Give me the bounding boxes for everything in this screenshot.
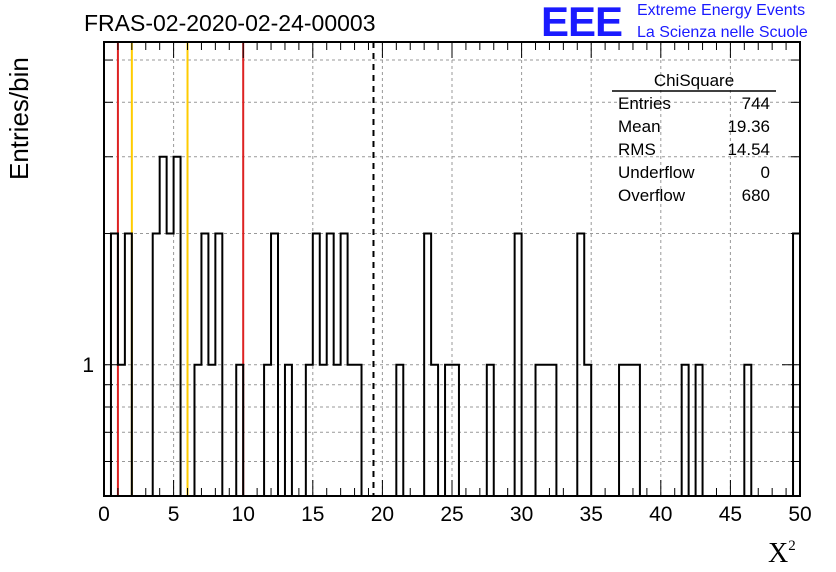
x-tick-label: 40 (649, 503, 672, 526)
x-tick-label: 30 (510, 503, 533, 526)
stats-row-value: 0 (761, 163, 770, 182)
x-tick-label: 20 (371, 503, 394, 526)
stats-row-label: Mean (618, 117, 661, 136)
stats-row-value: 19.36 (727, 117, 770, 136)
x-tick-label: 35 (580, 503, 603, 526)
histogram-bin (174, 157, 181, 496)
stats-row-value: 744 (742, 94, 770, 113)
stats-row-value: 680 (742, 186, 770, 205)
x-tick-label: 50 (788, 503, 811, 526)
stats-row-label: Overflow (618, 186, 686, 205)
x-tick-label: 0 (98, 503, 110, 526)
stats-box-title: ChiSquare (654, 71, 734, 90)
logo-text-line1: Extreme Energy Events (637, 2, 806, 19)
x-axis-label: X2 (768, 538, 796, 570)
stats-box: ChiSquare Entries 744 Mean 19.36 RMS 14.54 Unde… (612, 71, 776, 205)
logo-text-line2: La Scienza nelle Scuole (637, 24, 808, 41)
x-tick-label: 15 (301, 503, 324, 526)
stats-row-label: Underflow (618, 163, 695, 182)
histogram-bin (160, 157, 167, 496)
x-axis-label-superscript: 2 (788, 538, 796, 554)
x-tick-label: 10 (232, 503, 255, 526)
stats-row-label: Entries (618, 94, 671, 113)
y-tick-label: 1 (82, 354, 94, 377)
stats-row-label: RMS (618, 140, 656, 159)
x-tick-label: 5 (168, 503, 180, 526)
chart-title: FRAS-02-2020-02-24-00003 (84, 10, 376, 36)
x-tick-label: 45 (719, 503, 742, 526)
eee-logo-mark: EEE (541, 0, 623, 45)
x-tick-label: 25 (440, 503, 463, 526)
stats-row-value: 14.54 (727, 140, 770, 159)
x-axis-label-symbol: X (768, 538, 789, 569)
